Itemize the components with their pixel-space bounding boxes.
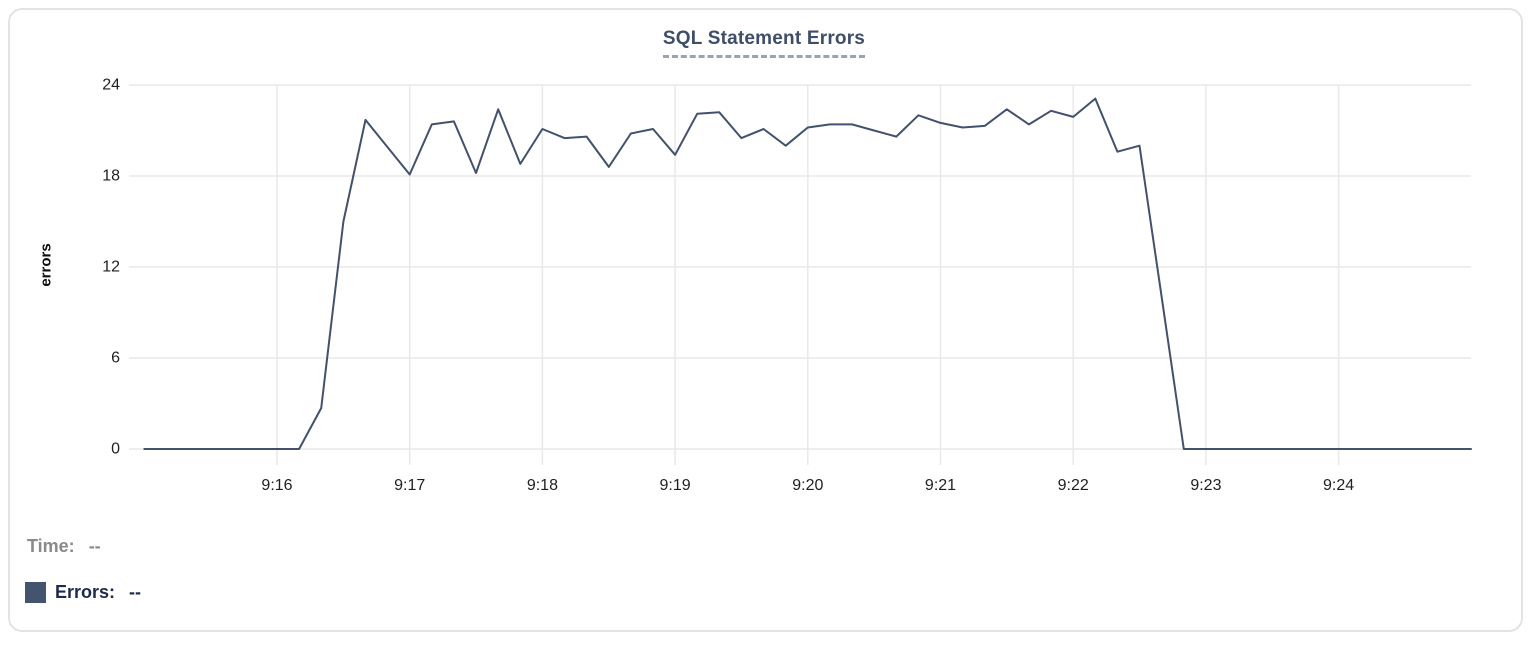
tooltip-time-row: Time: -- [27, 536, 101, 557]
tooltip-time-label: Time: [27, 536, 75, 556]
y-tick-label: 12 [102, 259, 120, 276]
chart-title[interactable]: SQL Statement Errors [662, 28, 866, 58]
x-tick-label: 9:19 [660, 477, 691, 494]
x-tick-label: 9:21 [925, 477, 956, 494]
x-tick-label: 9:22 [1058, 477, 1089, 494]
x-tick-label: 9:20 [792, 477, 823, 494]
x-tick-label: 9:18 [527, 477, 558, 494]
y-tick-label: 0 [111, 441, 120, 458]
errors-series-line [143, 97, 1472, 450]
y-tick-label: 6 [111, 350, 120, 367]
errors-legend-swatch [25, 582, 46, 603]
tooltip-errors-label: Errors: [55, 582, 116, 602]
y-tick-label: 18 [102, 168, 120, 185]
chart-card [8, 8, 1523, 632]
x-tick-label: 9:24 [1323, 477, 1354, 494]
tooltip-errors-row: Errors: -- [25, 582, 141, 603]
tooltip-time-value: -- [88, 536, 101, 556]
y-tick-label: 24 [102, 77, 120, 94]
y-axis-title: errors [37, 243, 55, 287]
x-tick-label: 9:23 [1190, 477, 1221, 494]
chart-header: SQL Statement Errors [0, 28, 1528, 58]
x-tick-label: 9:17 [394, 477, 425, 494]
tooltip-errors-value: -- [129, 582, 142, 602]
x-tick-label: 9:16 [261, 477, 292, 494]
